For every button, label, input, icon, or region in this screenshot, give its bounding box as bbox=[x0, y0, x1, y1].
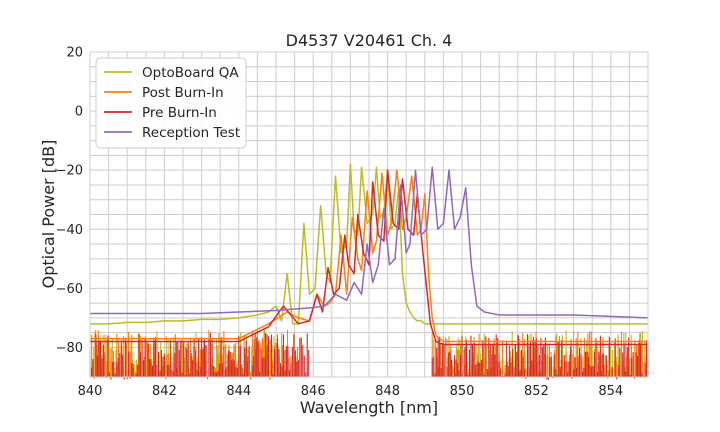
y-tick-label: −20 bbox=[56, 164, 83, 179]
x-tick-labels: 840 842 844 846 848 850 852 854 bbox=[78, 384, 624, 399]
legend-label: Reception Test bbox=[142, 125, 240, 141]
y-axis-label: Optical Power [dB] bbox=[39, 140, 58, 289]
series-line-pre-burn-in bbox=[90, 169, 648, 346]
series-line-reception-test bbox=[90, 166, 649, 319]
plot-frame bbox=[89, 51, 649, 378]
series-line-optoboard-qa bbox=[90, 163, 648, 325]
x-axis-label: Wavelength [nm] bbox=[300, 398, 438, 417]
y-tick-label: 0 bbox=[75, 105, 83, 120]
series-layer bbox=[90, 163, 649, 346]
series-line-post-burn-in bbox=[90, 169, 648, 343]
legend-label: Pre Burn-In bbox=[142, 105, 217, 121]
legend-box bbox=[95, 57, 247, 149]
y-tick-label: −60 bbox=[56, 282, 83, 297]
y-tick-label: −80 bbox=[56, 341, 83, 356]
x-tick-label: 852 bbox=[524, 384, 549, 399]
chart-title: D4537 V20461 Ch. 4 bbox=[286, 31, 453, 50]
y-tick-labels: 20 0 −20 −40 −60 −80 bbox=[56, 46, 83, 356]
x-tick-label: 844 bbox=[226, 384, 251, 399]
x-tick-label: 840 bbox=[78, 384, 103, 399]
noise-floor-layer bbox=[89, 329, 649, 380]
x-tick-label: 854 bbox=[598, 384, 623, 399]
legend: OptoBoard QA Post Burn-In Pre Burn-In Recep… bbox=[95, 57, 247, 149]
legend-label: OptoBoard QA bbox=[142, 65, 239, 81]
x-tick-label: 842 bbox=[152, 384, 177, 399]
y-tick-label: −40 bbox=[56, 223, 83, 238]
legend-label: Post Burn-In bbox=[142, 85, 224, 101]
x-tick-label: 846 bbox=[301, 384, 326, 399]
y-tick-label: 20 bbox=[66, 46, 83, 61]
x-tick-label: 848 bbox=[375, 384, 400, 399]
x-tick-label: 850 bbox=[450, 384, 475, 399]
